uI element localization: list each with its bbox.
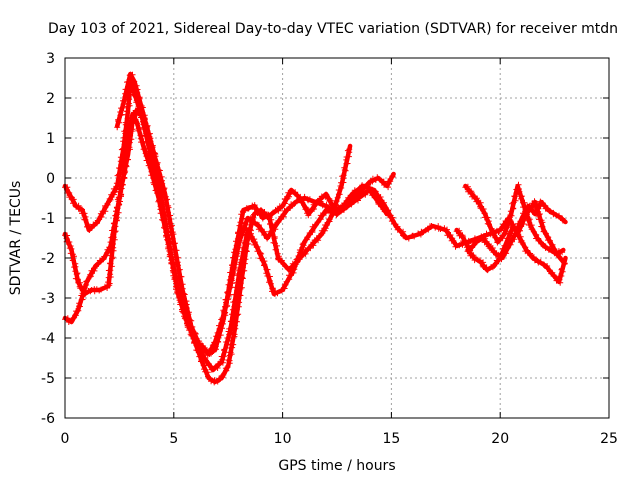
series-track-6: [462, 181, 566, 258]
y-tick-label: 2: [46, 91, 55, 107]
x-axis-label: GPS time / hours: [278, 458, 395, 474]
data-series: [62, 71, 568, 386]
x-tick-label: 15: [382, 431, 400, 447]
y-tick-label: -2: [41, 251, 55, 267]
axis-ticks: [64, 57, 610, 419]
y-tick-labels: -6 -5 -4 -3 -2 -1 0 1 2 3: [41, 51, 55, 427]
x-tick-label: 25: [600, 431, 618, 447]
series-markers: [62, 110, 353, 386]
series-track-4: [114, 71, 390, 373]
y-axis-label: SDTVAR / TECUs: [8, 181, 24, 296]
plot-frame: [64, 57, 610, 419]
chart-title: Day 103 of 2021, Sidereal Day-to-day VTE…: [48, 21, 618, 37]
x-tick-label: 10: [274, 431, 292, 447]
series-track-7: [453, 198, 568, 263]
y-tick-label: -5: [41, 371, 55, 387]
y-tick-label: -3: [41, 291, 55, 307]
series-track-3: [62, 110, 353, 386]
x-tick-labels: 0 5 10 15 20 25: [61, 431, 618, 447]
y-tick-label: -1: [41, 211, 55, 227]
y-tick-label: 1: [46, 131, 55, 147]
y-tick-label: -6: [41, 411, 55, 427]
x-tick-label: 5: [169, 431, 178, 447]
series-markers: [462, 181, 566, 258]
grid-lines: [65, 58, 609, 418]
y-tick-label: 3: [46, 51, 55, 67]
x-tick-label: 0: [61, 431, 70, 447]
y-tick-label: 0: [46, 171, 55, 187]
series-markers: [453, 198, 566, 263]
y-tick-label: -4: [41, 331, 55, 347]
series-markers: [114, 71, 388, 373]
x-tick-label: 20: [491, 431, 509, 447]
